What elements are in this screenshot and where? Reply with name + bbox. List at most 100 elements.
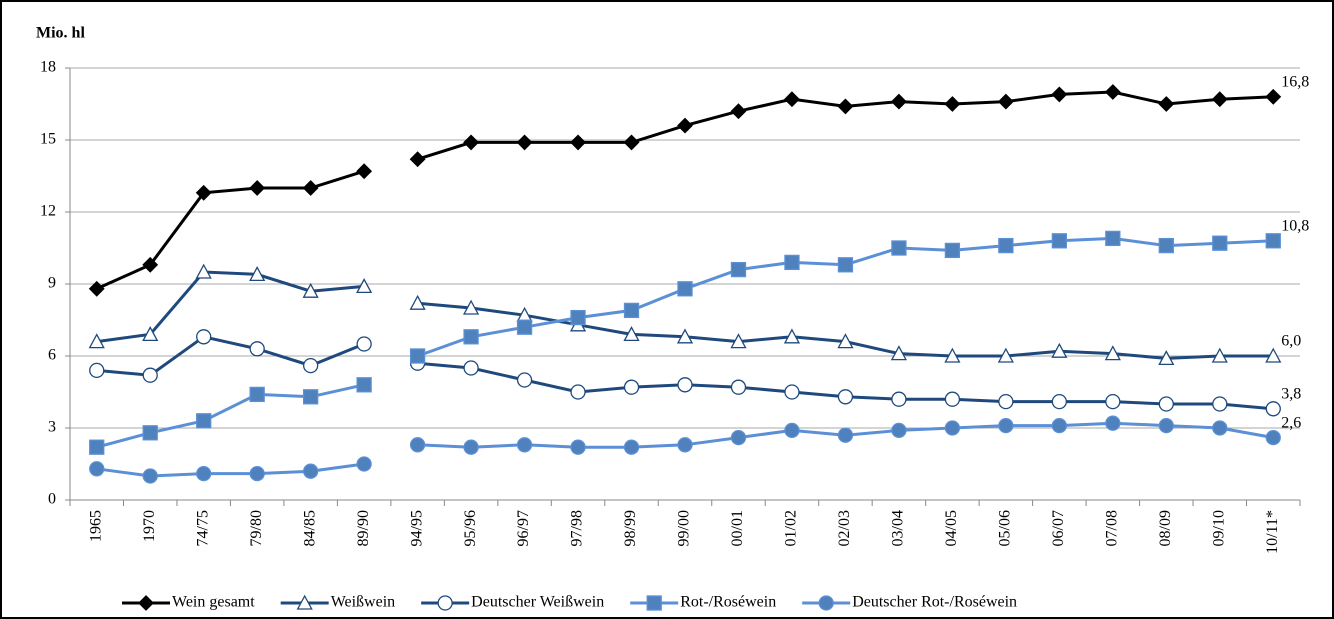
marker [356,377,372,393]
marker [1265,233,1281,249]
marker [142,326,159,342]
marker [463,360,479,376]
marker [891,391,907,407]
marker [623,134,640,151]
y-tick-label: 15 [40,131,56,148]
marker [409,348,426,364]
marker [356,456,372,472]
marker [516,134,533,151]
legend-item: Deutscher Weißwein [421,594,604,611]
marker [837,257,854,273]
legend-item: Weißwein [280,594,395,611]
y-axis-label: Mio. hl [36,25,85,42]
marker [196,465,212,482]
marker [1051,393,1067,410]
marker [1104,84,1121,100]
x-tick-label: 89/90 [355,510,372,546]
series-line [96,383,365,449]
marker [195,184,212,201]
data-label: 3,8 [1281,385,1301,402]
marker [1212,420,1228,436]
marker [676,328,694,344]
legend-label: Weißwein [331,594,395,611]
x-tick-label: 08/09 [1157,510,1174,546]
marker [570,309,586,326]
marker [302,282,319,298]
marker [463,329,479,345]
marker [88,333,105,349]
legend-item: Wein gesamt [122,594,255,611]
legend-item: Rot-/Roséwein [630,594,776,611]
marker [356,336,372,352]
marker [516,319,533,335]
marker [138,595,154,611]
marker [516,437,533,453]
x-tick-label: 74/75 [194,510,211,546]
marker [891,422,907,439]
marker [998,237,1014,254]
x-tick-label: 00/01 [729,510,746,546]
x-tick-label: 1970 [141,510,158,542]
marker [944,96,961,112]
marker [570,439,586,455]
marker [142,468,158,484]
marker [730,261,747,278]
marker [784,254,800,271]
series-line [96,335,365,377]
x-tick-label: 97/98 [569,510,586,546]
x-tick-label: 04/05 [943,510,960,546]
marker [195,263,212,279]
marker [818,595,834,611]
marker [409,294,426,310]
marker [1158,237,1174,254]
y-tick-label: 18 [40,59,56,76]
marker [1158,96,1175,112]
marker [1104,345,1121,361]
marker [516,372,533,388]
marker [1211,91,1228,108]
legend-label: Deutscher Weißwein [471,594,604,611]
x-tick-label: 94/95 [408,510,425,546]
marker [1158,350,1175,366]
marker [837,98,854,115]
series-line [96,270,365,344]
marker [1051,233,1067,249]
series-line [96,462,365,478]
x-tick-label: 10/11* [1264,510,1281,554]
marker [356,278,373,294]
marker [1158,396,1174,412]
marker [142,367,158,383]
legend-label: Deutscher Rot-/Roséwein [852,594,1017,611]
marker [1051,86,1068,103]
marker [462,299,480,315]
series-line [96,169,365,291]
marker [997,347,1014,363]
x-tick-label: 1965 [87,510,104,542]
y-tick-label: 3 [48,419,56,436]
marker [1105,393,1121,410]
marker [303,357,319,374]
marker [623,326,640,342]
x-tick-label: 02/03 [836,510,853,546]
marker [646,595,662,611]
marker [783,328,801,344]
marker [1265,88,1282,105]
x-tick-label: 07/08 [1103,510,1120,546]
x-tick-label: 79/80 [248,510,265,546]
x-tick-label: 84/85 [301,510,318,546]
marker [998,417,1014,434]
marker [570,134,586,151]
marker [837,427,854,443]
marker [730,429,747,446]
marker [88,280,105,297]
marker [837,333,854,349]
marker [1212,235,1228,251]
marker [1211,347,1228,363]
marker [570,384,586,400]
x-tick-label: 06/07 [1050,510,1067,546]
marker [784,384,800,400]
marker [890,93,907,110]
legend-label: Rot-/Roséwein [680,594,776,611]
x-tick-label: 03/04 [890,510,907,546]
